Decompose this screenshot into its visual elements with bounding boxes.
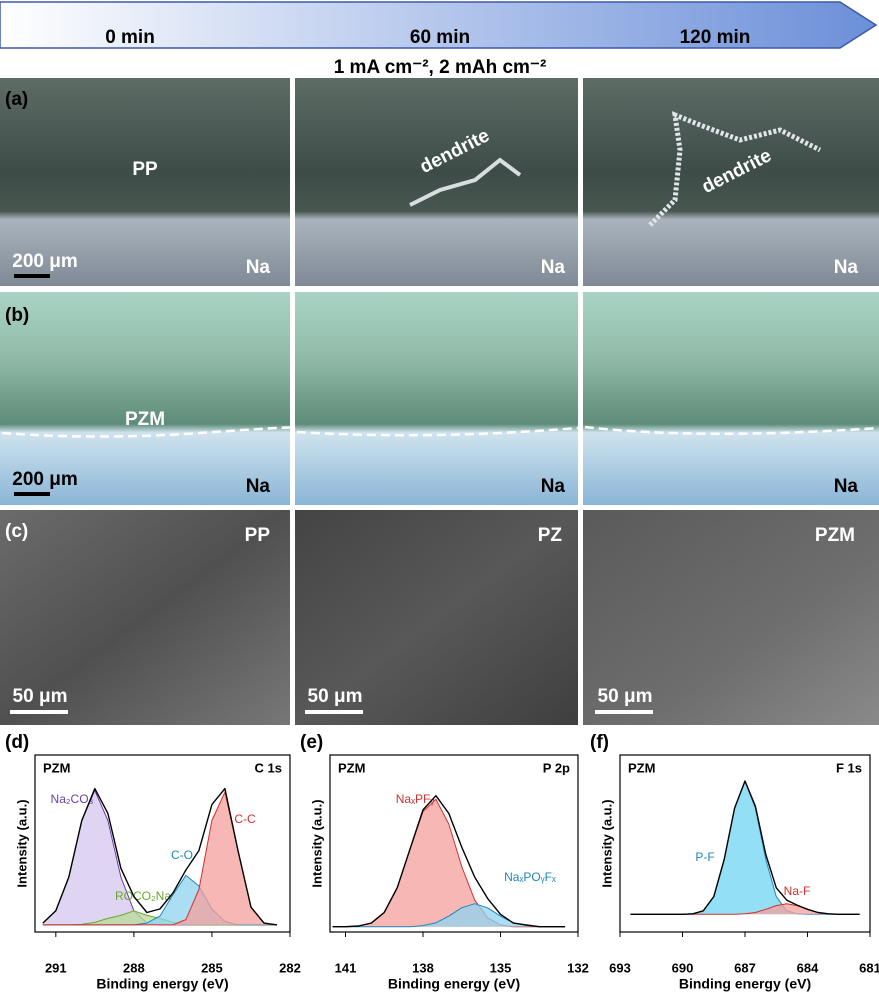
peak-area bbox=[630, 903, 860, 915]
sample-label: PP bbox=[132, 159, 158, 180]
x-tick-label: 132 bbox=[567, 960, 589, 975]
na-label: Na bbox=[834, 257, 859, 278]
sample-label: PP bbox=[245, 525, 271, 546]
x-tick-label: 138 bbox=[412, 960, 434, 975]
region-label: P 2p bbox=[543, 760, 570, 775]
panel-label: (c) bbox=[5, 521, 28, 542]
time-label: 0 min bbox=[105, 27, 155, 48]
region-label: C 1s bbox=[255, 760, 282, 775]
scale-bar bbox=[14, 492, 50, 496]
interface-line bbox=[1, 425, 879, 438]
time-label: 120 min bbox=[680, 27, 751, 48]
peak-area bbox=[42, 792, 277, 925]
spectrum-line bbox=[630, 780, 860, 915]
panel-label: (e) bbox=[300, 732, 323, 753]
plot-frame bbox=[329, 754, 579, 933]
sample-label: PZM bbox=[628, 760, 655, 775]
x-tick-label: 681 bbox=[859, 960, 879, 975]
panel-label: (f) bbox=[590, 732, 609, 753]
x-tick-label: 693 bbox=[609, 960, 631, 975]
x-axis-title: Binding energy (eV) bbox=[388, 976, 520, 992]
sem-image bbox=[295, 510, 578, 725]
region-label: F 1s bbox=[836, 760, 862, 775]
x-tick-label: 288 bbox=[123, 960, 145, 975]
x-tick-label: 291 bbox=[45, 960, 67, 975]
spectrum-line bbox=[332, 795, 566, 928]
x-tick-label: 285 bbox=[201, 960, 223, 975]
scale-bar bbox=[305, 710, 363, 714]
sem-image bbox=[0, 510, 290, 725]
time-arrow bbox=[0, 1, 878, 49]
condition: 1 mA cm⁻², 2 mAh cm⁻² bbox=[334, 57, 547, 78]
peak-area bbox=[630, 781, 860, 915]
sample-label: PZM bbox=[43, 760, 70, 775]
sample-label: PZM bbox=[815, 525, 855, 546]
panel-label: (d) bbox=[5, 732, 29, 753]
peak-area bbox=[42, 910, 277, 925]
x-axis-title: Binding energy (eV) bbox=[96, 976, 228, 992]
scale-label: 50 μm bbox=[598, 686, 653, 707]
scale-label: 50 μm bbox=[308, 686, 363, 707]
optical-image bbox=[0, 78, 290, 286]
peak-label: NaₓPOᵧFₓ bbox=[504, 870, 556, 884]
sem-image bbox=[583, 510, 879, 725]
optical-image bbox=[295, 78, 578, 286]
dendrite-shape bbox=[409, 157, 522, 207]
panel-label: (a) bbox=[5, 89, 28, 110]
peak-label: NaₓPFᵧ bbox=[396, 792, 435, 806]
peak-area bbox=[332, 799, 566, 927]
x-tick-label: 684 bbox=[797, 960, 819, 975]
sample-label: PZ bbox=[538, 525, 563, 546]
x-tick-label: 135 bbox=[490, 960, 512, 975]
scale-bar bbox=[14, 274, 50, 278]
peak-label: Na-F bbox=[784, 884, 811, 898]
peak-area bbox=[42, 790, 277, 925]
optical-image bbox=[295, 292, 578, 505]
na-label: Na bbox=[541, 476, 566, 497]
scale-bar bbox=[595, 710, 653, 714]
peak-area bbox=[332, 903, 566, 927]
sample-label: PZM bbox=[125, 409, 165, 430]
panel-label: (b) bbox=[5, 305, 29, 326]
x-tick-label: 141 bbox=[335, 960, 357, 975]
sample-label: PZM bbox=[338, 760, 365, 775]
peak-label: C-C bbox=[234, 812, 256, 826]
x-axis-title: Binding energy (eV) bbox=[679, 976, 811, 992]
spectrum-line bbox=[42, 787, 278, 926]
y-axis-title: Intensity (a.u.) bbox=[599, 799, 614, 887]
optical-image bbox=[583, 292, 879, 505]
peak-label: Na₂CO₃ bbox=[51, 792, 94, 806]
scale-label: 50 μm bbox=[13, 686, 68, 707]
scale-label: 200 μm bbox=[12, 469, 78, 490]
scale-bar bbox=[10, 710, 68, 714]
plot-frame bbox=[34, 754, 291, 933]
scale-label: 200 μm bbox=[12, 251, 78, 272]
na-label: Na bbox=[834, 476, 859, 497]
x-tick-label: 687 bbox=[734, 960, 756, 975]
time-label: 60 min bbox=[410, 27, 470, 48]
y-axis-title: Intensity (a.u.) bbox=[14, 799, 29, 887]
optical-image bbox=[583, 78, 879, 286]
y-axis-title: Intensity (a.u.) bbox=[309, 799, 324, 887]
optical-image bbox=[0, 292, 290, 505]
na-label: Na bbox=[246, 257, 271, 278]
na-label: Na bbox=[246, 476, 271, 497]
na-label: Na bbox=[541, 257, 566, 278]
peak-label: ROCO₂Na bbox=[115, 889, 171, 903]
peak-label: P-F bbox=[695, 850, 714, 864]
x-tick-label: 282 bbox=[279, 960, 301, 975]
x-tick-label: 690 bbox=[672, 960, 694, 975]
peak-label: C-O bbox=[171, 848, 193, 862]
